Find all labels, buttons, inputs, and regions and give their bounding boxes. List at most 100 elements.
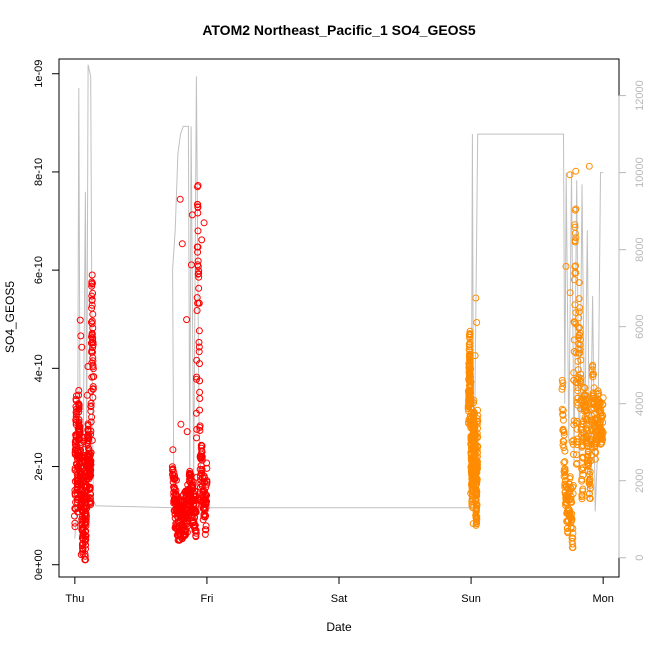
y-tick-label: 0e+00 bbox=[33, 549, 45, 580]
data-point bbox=[202, 491, 210, 498]
data-point bbox=[89, 336, 97, 344]
altitude-line bbox=[74, 64, 604, 539]
x-tick-label: Sat bbox=[331, 593, 348, 605]
data-point bbox=[194, 203, 202, 211]
data-point bbox=[87, 449, 95, 457]
data-point bbox=[195, 327, 203, 335]
data-point bbox=[202, 512, 210, 520]
data-point bbox=[194, 248, 202, 256]
data-point bbox=[176, 195, 184, 203]
data-point bbox=[169, 446, 177, 454]
data-point bbox=[183, 517, 191, 525]
data-point bbox=[81, 556, 89, 564]
data-point bbox=[569, 482, 577, 489]
data-point bbox=[566, 289, 574, 297]
axes-layer: Thu Fri Sat Sun Mon 0e+00 2e-10 4e-10 6e-10 8e-10… bbox=[33, 60, 646, 605]
data-point bbox=[89, 354, 97, 362]
data-point bbox=[586, 485, 594, 492]
data-point bbox=[75, 405, 83, 412]
data-point bbox=[576, 329, 584, 337]
data-point bbox=[570, 319, 578, 327]
y2-tick-label: 2000 bbox=[634, 468, 646, 492]
data-point bbox=[569, 490, 577, 498]
y-tick-label: 8e-10 bbox=[33, 158, 45, 186]
data-point bbox=[470, 399, 478, 407]
data-point bbox=[571, 229, 579, 237]
data-point bbox=[467, 381, 474, 389]
data-point bbox=[196, 377, 204, 385]
data-point bbox=[474, 461, 481, 469]
data-point bbox=[573, 398, 581, 406]
data-point bbox=[88, 320, 96, 328]
data-point bbox=[562, 262, 570, 270]
data-point bbox=[76, 439, 84, 447]
data-point bbox=[194, 243, 202, 251]
data-point bbox=[195, 270, 203, 278]
data-point bbox=[573, 459, 581, 467]
data-point bbox=[196, 427, 204, 434]
data-point bbox=[82, 532, 90, 540]
data-point bbox=[560, 431, 568, 439]
y-tick-label: 4e-10 bbox=[33, 354, 45, 382]
data-point bbox=[576, 324, 583, 331]
data-point bbox=[578, 443, 586, 451]
data-point bbox=[76, 430, 84, 438]
data-point bbox=[89, 289, 97, 297]
data-point bbox=[572, 309, 580, 317]
data-point bbox=[559, 411, 567, 419]
data-point bbox=[589, 363, 596, 371]
data-point bbox=[470, 396, 478, 404]
x-tick-label: Thu bbox=[65, 593, 84, 605]
data-point bbox=[585, 480, 593, 488]
data-point bbox=[82, 536, 90, 543]
data-point bbox=[195, 273, 203, 281]
data-point bbox=[575, 324, 583, 332]
data-point bbox=[203, 464, 211, 472]
data-point bbox=[576, 304, 584, 312]
data-point bbox=[599, 419, 607, 426]
data-point bbox=[587, 457, 595, 464]
data-point bbox=[194, 227, 202, 235]
data-point bbox=[586, 476, 594, 483]
data-point bbox=[89, 361, 97, 369]
data-point bbox=[579, 487, 587, 495]
data-point bbox=[82, 545, 89, 553]
data-point bbox=[569, 529, 577, 537]
data-point bbox=[560, 428, 568, 436]
data-point bbox=[196, 388, 204, 396]
data-point bbox=[75, 402, 83, 409]
data-point bbox=[189, 478, 197, 486]
data-point bbox=[202, 522, 210, 530]
data-point bbox=[473, 458, 481, 466]
data-point bbox=[172, 476, 180, 484]
data-point bbox=[473, 430, 481, 437]
data-point bbox=[580, 428, 588, 436]
data-point bbox=[192, 508, 200, 516]
data-point bbox=[195, 348, 203, 356]
data-point bbox=[559, 383, 567, 391]
x-axis-label: Date bbox=[326, 620, 352, 634]
data-point bbox=[196, 406, 204, 414]
data-point bbox=[466, 333, 474, 341]
data-point bbox=[586, 468, 594, 476]
data-point bbox=[182, 531, 189, 539]
data-point bbox=[588, 366, 596, 374]
data-point bbox=[577, 374, 585, 382]
data-point bbox=[182, 527, 190, 535]
data-point bbox=[203, 459, 211, 467]
data-point bbox=[196, 360, 203, 368]
data-point bbox=[474, 406, 482, 414]
data-point bbox=[576, 378, 584, 386]
data-point bbox=[192, 502, 200, 510]
data-point bbox=[198, 453, 206, 461]
data-point bbox=[576, 346, 584, 354]
data-point bbox=[89, 341, 97, 349]
data-point bbox=[559, 379, 567, 387]
data-point bbox=[88, 282, 96, 290]
data-point bbox=[471, 352, 479, 360]
data-point bbox=[194, 201, 202, 209]
data-point bbox=[466, 331, 474, 339]
data-point bbox=[567, 496, 575, 504]
data-point bbox=[583, 407, 591, 415]
data-point bbox=[466, 362, 474, 370]
